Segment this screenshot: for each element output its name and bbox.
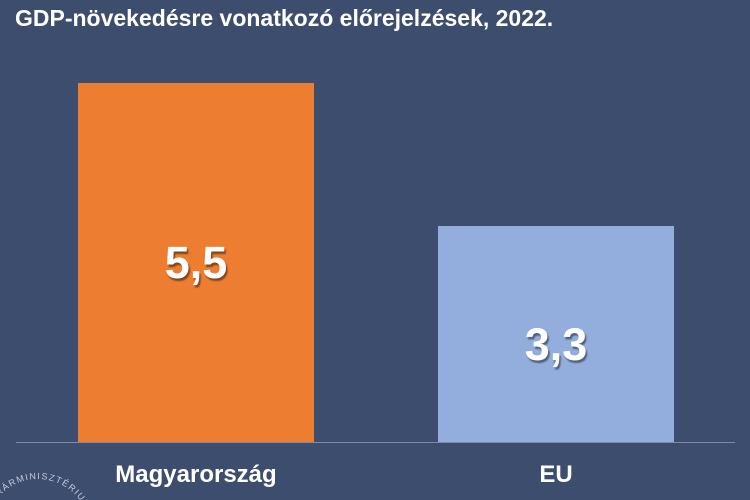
svg-text:AGRÁRMINISZTÉRIUM: AGRÁRMINISZTÉRIUM	[0, 471, 92, 500]
